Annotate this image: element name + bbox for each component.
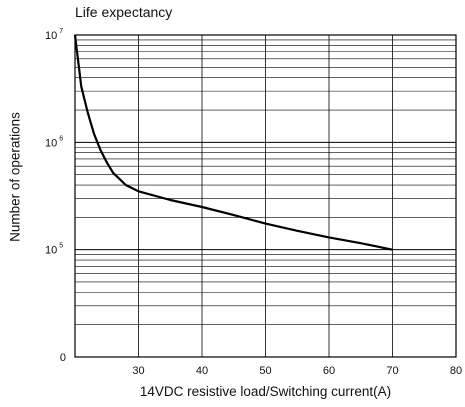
y-tick-label: 10 6	[45, 135, 63, 149]
x-tick-label: 80	[450, 365, 462, 377]
y-tick-label: 10 5	[45, 243, 63, 257]
life-curve	[73, 34, 393, 251]
x-tick-label: 50	[259, 365, 271, 377]
x-tick-label: 60	[323, 365, 335, 377]
x-tick-label: 70	[386, 365, 398, 377]
y-tick-label: 10 7	[45, 28, 63, 42]
x-axis-label: 14VDC resistive load/Switching current(A…	[139, 384, 392, 399]
x-tick-label: 40	[196, 365, 208, 377]
y-tick-label: 0	[60, 352, 66, 364]
chart-title: Life expectancy	[75, 4, 173, 20]
y-axis-label: Number of operations	[7, 112, 23, 242]
x-tick-label: 30	[132, 365, 144, 377]
